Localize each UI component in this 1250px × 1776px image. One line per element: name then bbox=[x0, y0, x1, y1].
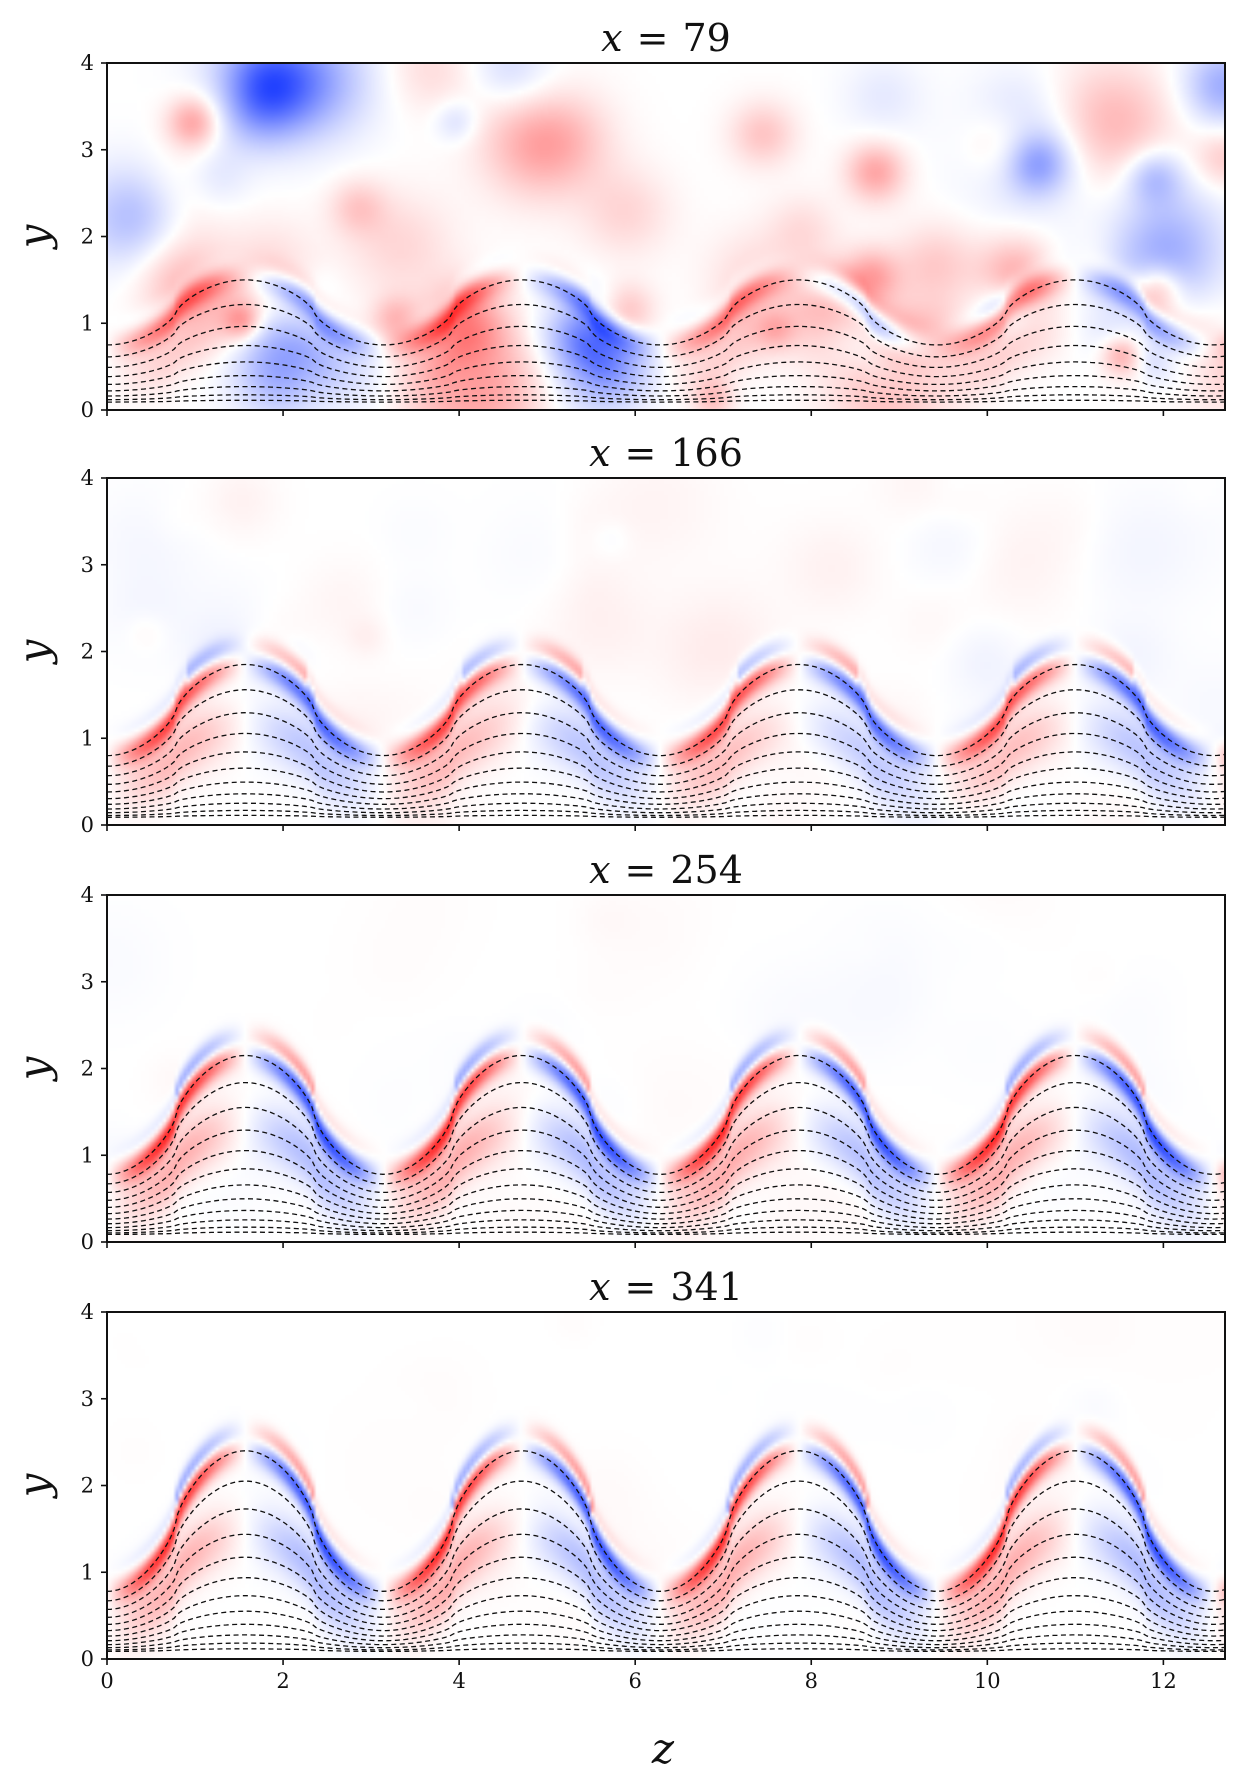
y-tick-label: 1 bbox=[81, 1560, 94, 1584]
x-tick-label: 2 bbox=[276, 1669, 289, 1693]
heatmap bbox=[107, 895, 1225, 1242]
x-tick-label: 8 bbox=[805, 1669, 818, 1693]
streamlines bbox=[107, 279, 1225, 403]
panel-title-eq: = bbox=[637, 16, 669, 60]
streamlines bbox=[107, 1450, 1225, 1653]
panel-title-var: x bbox=[601, 16, 622, 60]
y-tick-label: 3 bbox=[81, 1387, 94, 1411]
heatmap bbox=[107, 478, 1225, 825]
y-tick-label: 4 bbox=[81, 1300, 94, 1324]
heatmap bbox=[107, 63, 1225, 410]
streamline bbox=[107, 303, 1225, 358]
panel-title-var: x bbox=[589, 848, 610, 892]
y-tick-label: 3 bbox=[81, 970, 94, 994]
streamline bbox=[107, 279, 1225, 346]
panel-title: x = 166 bbox=[589, 431, 743, 475]
streamline bbox=[107, 793, 1225, 810]
streamline bbox=[107, 781, 1225, 805]
streamline bbox=[107, 1480, 1225, 1602]
y-axis-label: y bbox=[9, 638, 58, 665]
streamline bbox=[107, 712, 1225, 777]
streamline bbox=[107, 767, 1225, 800]
panel-3: x = 254 0 1 2 3 4 y bbox=[9, 848, 1226, 1254]
panel-title: x = 341 bbox=[589, 1265, 743, 1309]
streamlines bbox=[107, 1054, 1225, 1236]
streamline bbox=[107, 751, 1225, 793]
streamlines bbox=[107, 663, 1225, 818]
x-tick-label: 4 bbox=[452, 1669, 465, 1693]
y-tick-label: 0 bbox=[81, 1647, 94, 1671]
y-tick-label: 4 bbox=[81, 883, 94, 907]
x-axis-label: z bbox=[651, 1724, 675, 1773]
streamline bbox=[107, 344, 1225, 378]
y-axis-label: y bbox=[9, 1472, 58, 1499]
y-tick-label: 0 bbox=[81, 813, 94, 837]
streamline bbox=[107, 1623, 1225, 1646]
streamline bbox=[107, 385, 1225, 397]
streamline bbox=[107, 1533, 1225, 1618]
heatmap bbox=[107, 1312, 1225, 1659]
panel-title-eq: = bbox=[625, 431, 657, 475]
x-tick-label: 0 bbox=[100, 1669, 113, 1693]
panel-title-value: 166 bbox=[670, 431, 743, 475]
streamline bbox=[107, 1209, 1225, 1229]
x-tick-label: 6 bbox=[629, 1669, 642, 1693]
streamline bbox=[107, 1556, 1225, 1626]
y-axis-label: y bbox=[9, 1055, 58, 1082]
streamline bbox=[107, 1450, 1225, 1592]
panel-1: x = 79 0 1 2 3 4 y bbox=[9, 16, 1226, 422]
y-tick-label: 0 bbox=[81, 398, 94, 422]
streamline bbox=[107, 1595, 1225, 1637]
streamline bbox=[107, 1219, 1225, 1232]
panel-title-var: x bbox=[589, 431, 610, 475]
panel-title-var: x bbox=[589, 1265, 610, 1309]
y-tick-label: 2 bbox=[81, 225, 94, 249]
panel-title-eq: = bbox=[625, 1265, 657, 1309]
streamline bbox=[107, 1634, 1225, 1649]
streamline bbox=[107, 1054, 1225, 1175]
streamline bbox=[107, 1106, 1225, 1194]
y-tick-label: 1 bbox=[81, 1143, 94, 1167]
panel-title-value: 254 bbox=[670, 848, 743, 892]
panel-title-value: 341 bbox=[670, 1265, 743, 1309]
x-tick-label: 12 bbox=[1150, 1669, 1177, 1693]
panel-title: x = 79 bbox=[601, 16, 731, 60]
y-tick-label: 0 bbox=[81, 1230, 94, 1254]
streamline bbox=[107, 1168, 1225, 1215]
streamline bbox=[107, 689, 1225, 767]
streamline bbox=[107, 1129, 1225, 1201]
y-tick-label: 1 bbox=[81, 726, 94, 750]
y-tick-label: 4 bbox=[81, 466, 94, 490]
streamline bbox=[107, 325, 1225, 369]
streamline bbox=[107, 732, 1225, 785]
x-tick-label: 10 bbox=[974, 1669, 1001, 1693]
y-tick-label: 2 bbox=[81, 1474, 94, 1498]
y-tick-label: 4 bbox=[81, 51, 94, 75]
panel-title-value: 79 bbox=[682, 16, 730, 60]
y-tick-label: 3 bbox=[81, 138, 94, 162]
streamline bbox=[107, 374, 1225, 392]
panel-2: x = 166 0 1 2 3 4 y bbox=[9, 431, 1226, 837]
streamline bbox=[107, 1081, 1225, 1185]
y-tick-label: 1 bbox=[81, 311, 94, 335]
streamline bbox=[107, 802, 1225, 814]
streamline bbox=[107, 361, 1225, 386]
streamline bbox=[107, 1198, 1225, 1225]
y-tick-label: 3 bbox=[81, 553, 94, 577]
streamline bbox=[107, 1610, 1225, 1642]
y-axis-label: y bbox=[9, 223, 58, 250]
y-tick-label: 2 bbox=[81, 1057, 94, 1081]
panel-title-eq: = bbox=[625, 848, 657, 892]
panel-title: x = 254 bbox=[589, 848, 743, 892]
y-tick-label: 2 bbox=[81, 640, 94, 664]
streamline bbox=[107, 1577, 1225, 1632]
streamline bbox=[107, 1149, 1225, 1209]
streamline bbox=[107, 1508, 1225, 1611]
